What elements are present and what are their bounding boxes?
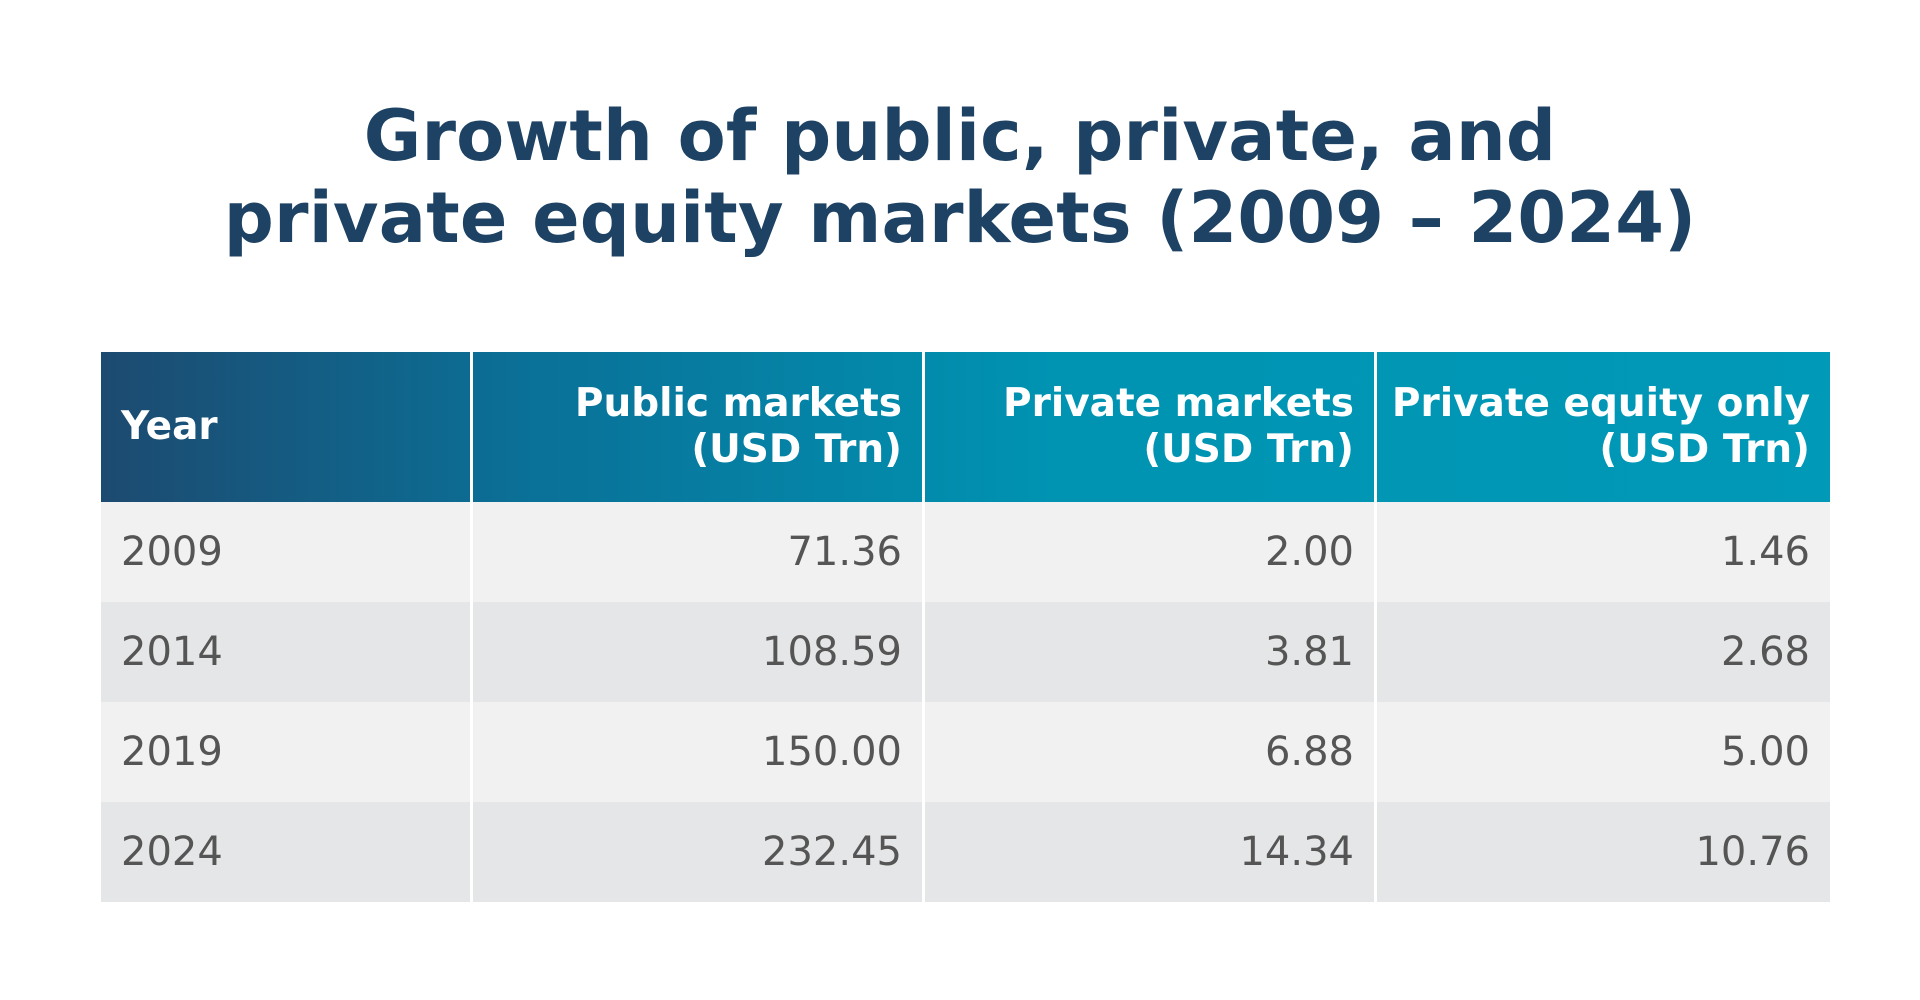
cell-private-markets: 2.00 — [925, 502, 1377, 602]
header-public-markets-line-1: Public markets — [574, 381, 902, 426]
cell-year: 2014 — [101, 602, 473, 702]
cell-private-equity: 5.00 — [1720, 729, 1810, 775]
cell-private-equity: 2.68 — [1720, 629, 1810, 675]
header-year: Year — [101, 352, 473, 502]
cell-private-markets: 6.88 — [925, 702, 1377, 802]
table-row: 2009 71.36 2.00 1.46 — [101, 502, 1830, 602]
market-growth-table: Year Public markets (USD Trn) Private ma… — [101, 352, 1830, 902]
cell-private-equity: 10.76 — [1695, 829, 1810, 875]
cell-private-markets: 14.34 — [925, 802, 1377, 902]
table-row: 2014 108.59 3.81 2.68 — [101, 602, 1830, 702]
header-public-markets-line-2: (USD Trn) — [691, 427, 902, 472]
cell-year: 2009 — [101, 502, 473, 602]
header-year-label: Year — [121, 404, 218, 449]
header-private-equity: Private equity only (USD Trn) — [1377, 352, 1830, 502]
table-header-row: Year Public markets (USD Trn) Private ma… — [101, 352, 1830, 502]
header-private-markets-line-1: Private markets — [1003, 381, 1354, 426]
cell-private-equity: 1.46 — [1720, 529, 1810, 575]
chart-title-line-1: Growth of public, private, and — [363, 95, 1557, 177]
header-private-equity-line-1: Private equity only — [1391, 381, 1810, 426]
cell-public-markets: 108.59 — [473, 602, 925, 702]
chart-title: Growth of public, private, and private e… — [0, 95, 1920, 259]
header-private-equity-line-2: (USD Trn) — [1599, 427, 1810, 472]
table-row: 2019 150.00 6.88 5.00 — [101, 702, 1830, 802]
header-private-markets: Private markets (USD Trn) — [925, 352, 1377, 502]
header-private-markets-line-2: (USD Trn) — [1143, 427, 1354, 472]
cell-year: 2019 — [101, 702, 473, 802]
header-public-markets: Public markets (USD Trn) — [473, 352, 925, 502]
cell-public-markets: 150.00 — [473, 702, 925, 802]
cell-public-markets: 232.45 — [473, 802, 925, 902]
cell-public-markets: 71.36 — [473, 502, 925, 602]
cell-year: 2024 — [101, 802, 473, 902]
table-row: 2024 232.45 14.34 10.76 — [101, 802, 1830, 902]
chart-title-line-2: private equity markets (2009 – 2024) — [223, 177, 1697, 259]
cell-private-markets: 3.81 — [925, 602, 1377, 702]
